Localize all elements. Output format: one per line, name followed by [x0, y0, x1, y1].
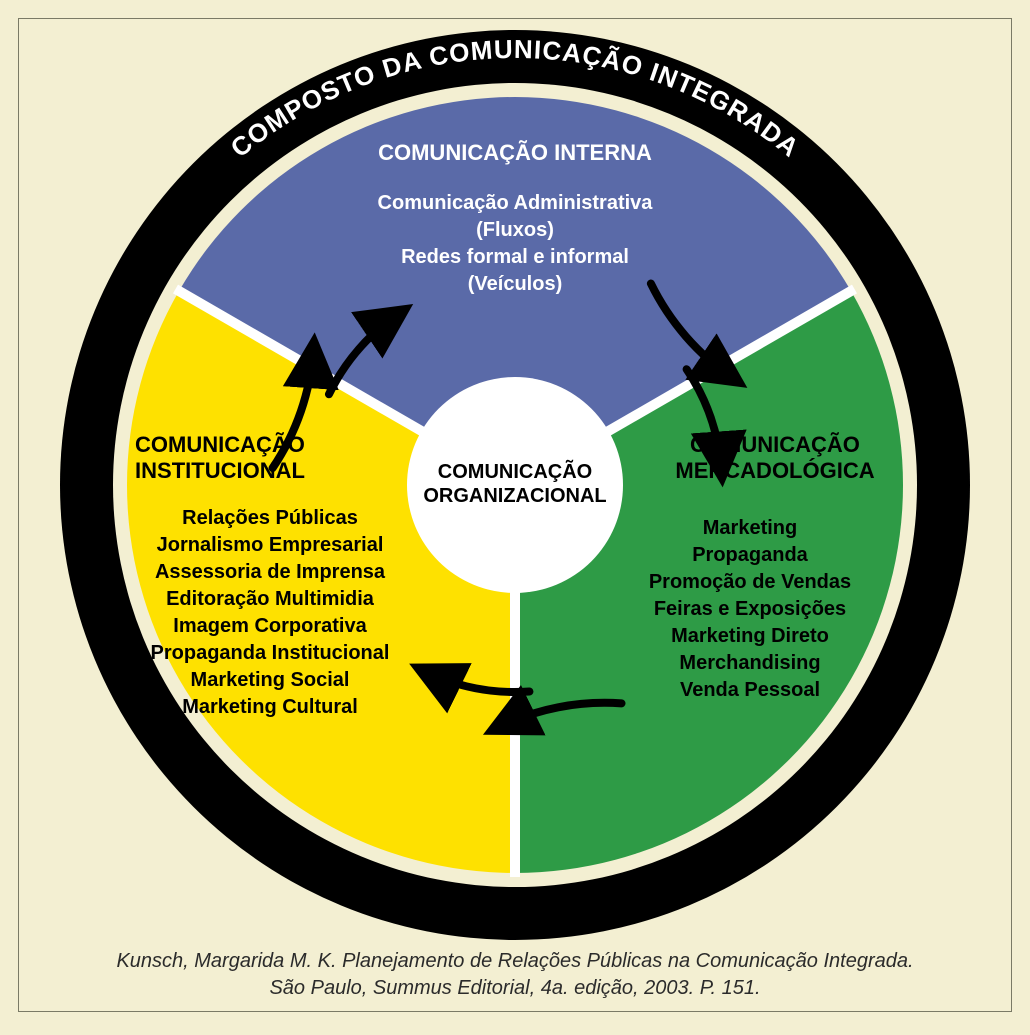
segment-left-title-word2: INSTITUCIONAL	[135, 458, 305, 483]
segment-right-title-word2: MERCADOLÓGICA	[675, 458, 874, 483]
segment-left-title-word1: COMUNICAÇÃO	[135, 432, 305, 457]
citation: Kunsch, Margarida M. K. Planejamento de …	[0, 948, 1030, 1002]
center-label-line1: COMUNICAÇÃO	[438, 461, 592, 483]
citation-line1: Kunsch, Margarida M. K. Planejamento de …	[116, 950, 913, 972]
citation-line2: São Paulo, Summus Editorial, 4a. edição,…	[269, 977, 760, 999]
center-label-line2: ORGANIZACIONAL	[423, 485, 606, 507]
segment-top-body: Comunicação Administrativa(Fluxos)Redes …	[330, 190, 700, 298]
diagram-stage: COMPOSTO DA COMUNICAÇÃO INTEGRADA COMUNI…	[0, 0, 1030, 1030]
center-label: COMUNICAÇÃO ORGANIZACIONAL	[420, 460, 610, 508]
segment-right-title-word1: COMUNICAÇÃO	[690, 432, 860, 457]
segment-right-body: MarketingPropagandaPromoção de VendasFei…	[610, 515, 890, 704]
segment-top-title: COMUNICAÇÃO INTERNA	[350, 140, 680, 166]
segment-right-title: COMUNICAÇÃO MERCADOLÓGICA	[670, 432, 880, 485]
segment-left-body: Relações PúblicasJornalismo EmpresarialA…	[115, 505, 425, 721]
segment-left-title: COMUNICAÇÃO INSTITUCIONAL	[110, 432, 330, 485]
